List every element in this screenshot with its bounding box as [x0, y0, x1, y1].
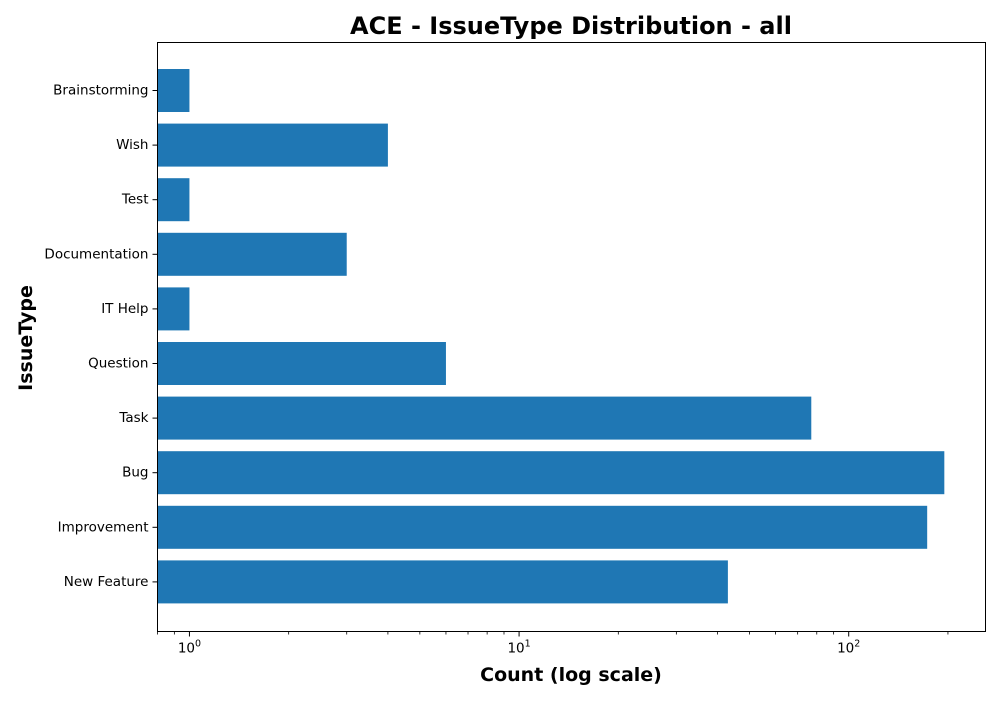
x-tick-label: 101: [507, 639, 530, 657]
y-tick-label: Test: [121, 192, 149, 208]
bar: [157, 123, 388, 167]
x-tick-exponent: 1: [525, 639, 531, 650]
y-tick-label: Wish: [116, 137, 148, 153]
y-tick-label: IT Help: [101, 301, 148, 317]
bar: [157, 232, 347, 276]
x-axis-label: Count (log scale): [480, 664, 662, 686]
x-tick-base: 10: [837, 641, 854, 657]
y-tick-label: Question: [88, 356, 148, 372]
x-axis: 100 101 102: [157, 631, 949, 657]
y-tick-label: Bug: [122, 465, 148, 481]
x-tick-exponent: 0: [195, 639, 201, 650]
plot-frame: [157, 42, 986, 632]
bar: [157, 342, 446, 385]
bar: [157, 560, 728, 604]
x-tick-label: 102: [837, 639, 860, 657]
bars-group: [157, 69, 945, 604]
bar: [157, 396, 812, 440]
y-tick-label: Improvement: [58, 519, 149, 535]
bar: [157, 178, 190, 222]
x-tick-label: 100: [178, 639, 201, 657]
bar: [157, 69, 190, 112]
chart-title: ACE - IssueType Distribution - all: [350, 12, 792, 40]
bar: [157, 451, 945, 495]
bar: [157, 505, 928, 549]
y-axis-label: IssueType: [15, 285, 37, 391]
y-tick-label: Task: [118, 410, 148, 426]
x-tick-base: 10: [178, 641, 195, 657]
x-tick-exponent: 2: [854, 639, 860, 650]
x-tick-base: 10: [507, 641, 524, 657]
y-tick-label: Documentation: [44, 246, 148, 262]
y-tick-label: New Feature: [64, 574, 149, 590]
y-axis: Brainstorming Wish Test Documentation IT Hel…: [44, 83, 158, 590]
y-tick-label: Brainstorming: [53, 83, 148, 99]
bar: [157, 287, 190, 331]
